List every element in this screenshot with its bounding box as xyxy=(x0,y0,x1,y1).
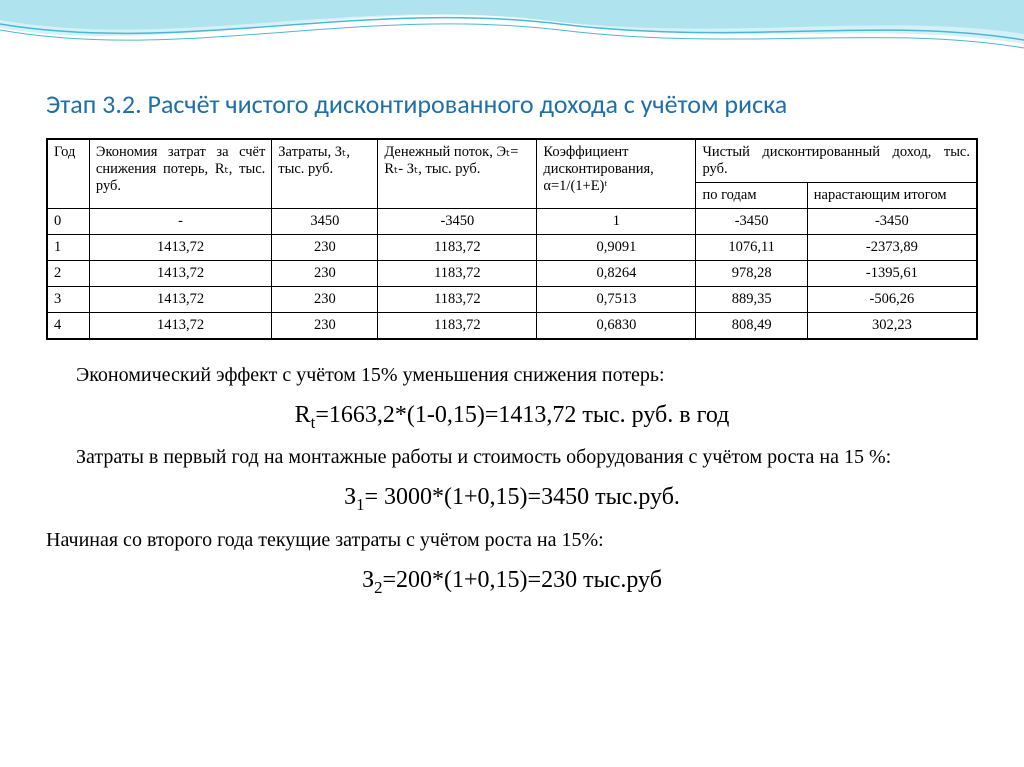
paragraph: Начиная со второго года текущие затраты … xyxy=(46,527,978,554)
cell: 0,9091 xyxy=(537,235,696,261)
cell: 230 xyxy=(272,313,378,340)
cell: 1413,72 xyxy=(89,313,271,340)
slide-content: Этап 3.2. Расчёт чистого дисконтированно… xyxy=(0,0,1024,599)
cell: 0,6830 xyxy=(537,313,696,340)
formula-z1: З1= 3000*(1+0,15)=3450 тыс.руб. xyxy=(46,481,978,516)
formula-var: R xyxy=(295,402,311,428)
cell: -506,26 xyxy=(807,287,977,313)
cell: 1413,72 xyxy=(89,287,271,313)
cell: 3450 xyxy=(272,209,378,235)
col-npv-cumulative: нарастающим итогом xyxy=(807,183,977,209)
table-row: 4 1413,72 230 1183,72 0,6830 808,49 302,… xyxy=(47,313,977,340)
cell: 1413,72 xyxy=(89,261,271,287)
cell: 3 xyxy=(47,287,89,313)
cell: 0,8264 xyxy=(537,261,696,287)
cell: 1183,72 xyxy=(378,261,537,287)
cell: -2373,89 xyxy=(807,235,977,261)
cell: 1183,72 xyxy=(378,235,537,261)
col-cashflow: Денежный поток, Эₜ= Rₜ- Зₜ, тыс. руб. xyxy=(378,139,537,209)
cell: 978,28 xyxy=(696,261,807,287)
npv-table: Год Экономия затрат за счёт снижения пот… xyxy=(46,138,978,340)
table-row: 3 1413,72 230 1183,72 0,7513 889,35 -506… xyxy=(47,287,977,313)
cell: 4 xyxy=(47,313,89,340)
cell: 302,23 xyxy=(807,313,977,340)
col-discount: Коэффициент дисконтирования, α=1/(1+E)ᵗ xyxy=(537,139,696,209)
cell: 1413,72 xyxy=(89,235,271,261)
cell: 1 xyxy=(537,209,696,235)
cell: 1 xyxy=(47,235,89,261)
cell: 0 xyxy=(47,209,89,235)
formula-rest: = 3000*(1+0,15)=3450 тыс.руб. xyxy=(364,484,679,510)
cell: 230 xyxy=(272,235,378,261)
col-savings: Экономия затрат за счёт снижения потерь,… xyxy=(89,139,271,209)
explanation-block: Экономический эффект с учётом 15% уменьш… xyxy=(46,362,978,599)
cell: 1183,72 xyxy=(378,287,537,313)
cell: 889,35 xyxy=(696,287,807,313)
formula-z2: З2=200*(1+0,15)=230 тыс.руб xyxy=(46,564,978,599)
table-row: 2 1413,72 230 1183,72 0,8264 978,28 -139… xyxy=(47,261,977,287)
cell: -3450 xyxy=(696,209,807,235)
cell: 230 xyxy=(272,287,378,313)
col-npv-group: Чистый дисконтированный доход, тыс. руб. xyxy=(696,139,977,183)
paragraph: Экономический эффект с учётом 15% уменьш… xyxy=(46,362,978,389)
paragraph: Затраты в первый год на монтажные работы… xyxy=(46,444,978,471)
formula-rest: =1663,2*(1-0,15)=1413,72 тыс. руб. в год xyxy=(315,402,729,428)
formula-rt: Rt=1663,2*(1-0,15)=1413,72 тыс. руб. в г… xyxy=(46,399,978,434)
formula-var: З xyxy=(362,567,374,593)
formula-var: З xyxy=(344,484,356,510)
col-year: Год xyxy=(47,139,89,209)
cell: 1183,72 xyxy=(378,313,537,340)
cell: 1076,11 xyxy=(696,235,807,261)
cell: -3450 xyxy=(378,209,537,235)
formula-rest: =200*(1+0,15)=230 тыс.руб xyxy=(382,567,661,593)
page-title: Этап 3.2. Расчёт чистого дисконтированно… xyxy=(46,88,978,120)
table-row: 0 - 3450 -3450 1 -3450 -3450 xyxy=(47,209,977,235)
col-npv-by-year: по годам xyxy=(696,183,807,209)
cell: -3450 xyxy=(807,209,977,235)
cell: 230 xyxy=(272,261,378,287)
cell: 0,7513 xyxy=(537,287,696,313)
cell: 808,49 xyxy=(696,313,807,340)
cell: 2 xyxy=(47,261,89,287)
cell: -1395,61 xyxy=(807,261,977,287)
cell: - xyxy=(89,209,271,235)
table-row: 1 1413,72 230 1183,72 0,9091 1076,11 -23… xyxy=(47,235,977,261)
col-costs: Затраты, Зₜ, тыс. руб. xyxy=(272,139,378,209)
